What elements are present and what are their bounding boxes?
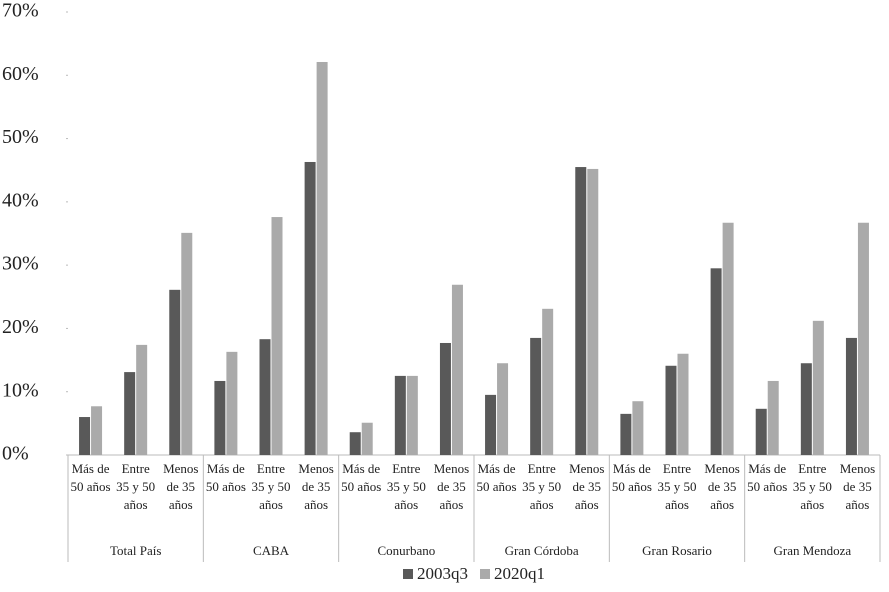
x-tick-label: Entre 35 y 50 años: [522, 461, 561, 512]
group-label: Gran Córdoba: [505, 543, 579, 558]
x-tick-label: Más de 50 años: [612, 461, 652, 494]
x-tick-label: Menos de 35 años: [569, 461, 604, 512]
x-tick-label: Menos de 35 años: [163, 461, 198, 512]
x-tick-label: Entre 35 y 50 años: [116, 461, 155, 512]
legend-swatch: [403, 569, 413, 579]
bar: [857, 222, 869, 455]
bar: [259, 339, 271, 455]
group-label: Gran Mendoza: [774, 543, 852, 558]
bar: [271, 217, 283, 455]
y-tick-label: 10%: [2, 379, 39, 401]
bar: [530, 337, 542, 455]
x-tick-label: Entre 35 y 50 años: [793, 461, 832, 512]
bar: [361, 422, 373, 455]
y-tick-label: 20%: [2, 316, 39, 338]
bar: [406, 375, 418, 455]
group-label: Total País: [110, 543, 161, 558]
x-tick-label: Más de 50 años: [477, 461, 517, 494]
bar: [767, 380, 779, 455]
bar: [632, 401, 644, 455]
bar: [497, 363, 509, 455]
x-tick-label: Entre 35 y 50 años: [387, 461, 426, 512]
group-label: Conurbano: [377, 543, 435, 558]
bar: [439, 342, 451, 455]
bar: [755, 408, 767, 455]
bar: [800, 363, 812, 455]
y-tick-label: 60%: [2, 63, 39, 85]
bar: [169, 289, 181, 455]
x-tick-label: Menos de 35 años: [704, 461, 739, 512]
legend-item: 2020q1: [480, 564, 545, 583]
bar: [485, 394, 497, 455]
x-tick-label: Menos de 35 años: [434, 461, 469, 512]
group-label: CABA: [253, 543, 290, 558]
bar: [136, 344, 148, 455]
bar: [91, 406, 103, 455]
bar: [575, 167, 587, 456]
bar: [812, 320, 824, 455]
bar: [79, 417, 91, 455]
x-tick-label: Entre 35 y 50 años: [252, 461, 291, 512]
y-tick-label: 30%: [2, 253, 39, 275]
x-tick-label: Más de 50 años: [206, 461, 246, 494]
y-tick-label: 70%: [2, 0, 39, 22]
legend-item: 2003q3: [403, 564, 468, 583]
bar: [620, 413, 632, 455]
bar: [316, 61, 328, 455]
bar: [677, 353, 689, 455]
legend-label: 2003q3: [417, 564, 468, 583]
bar: [394, 375, 406, 455]
x-tick-label: Más de 50 años: [71, 461, 111, 494]
bar: [124, 372, 136, 455]
bar: [226, 351, 238, 455]
bar: [587, 168, 599, 455]
x-tick-label: Menos de 35 años: [840, 461, 875, 512]
y-tick-label: 0%: [2, 443, 29, 465]
group-label: Gran Rosario: [642, 543, 712, 558]
legend-swatch: [480, 569, 490, 579]
bar: [304, 161, 316, 456]
bar: [710, 268, 722, 455]
x-tick-label: Entre 35 y 50 años: [658, 461, 697, 512]
bar: [845, 337, 857, 455]
y-tick-label: 40%: [2, 189, 39, 211]
bar: [349, 432, 361, 455]
x-tick-label: Menos de 35 años: [298, 461, 333, 512]
bar: [181, 232, 193, 455]
y-tick-label: 50%: [2, 126, 39, 148]
bar: [542, 308, 554, 455]
bar: [451, 284, 463, 455]
bar: [214, 380, 226, 455]
x-tick-label: Más de 50 años: [341, 461, 381, 494]
x-tick-label: Más de 50 años: [747, 461, 787, 494]
legend-label: 2020q1: [494, 564, 545, 583]
bar: [722, 222, 734, 455]
bar: [665, 365, 677, 455]
